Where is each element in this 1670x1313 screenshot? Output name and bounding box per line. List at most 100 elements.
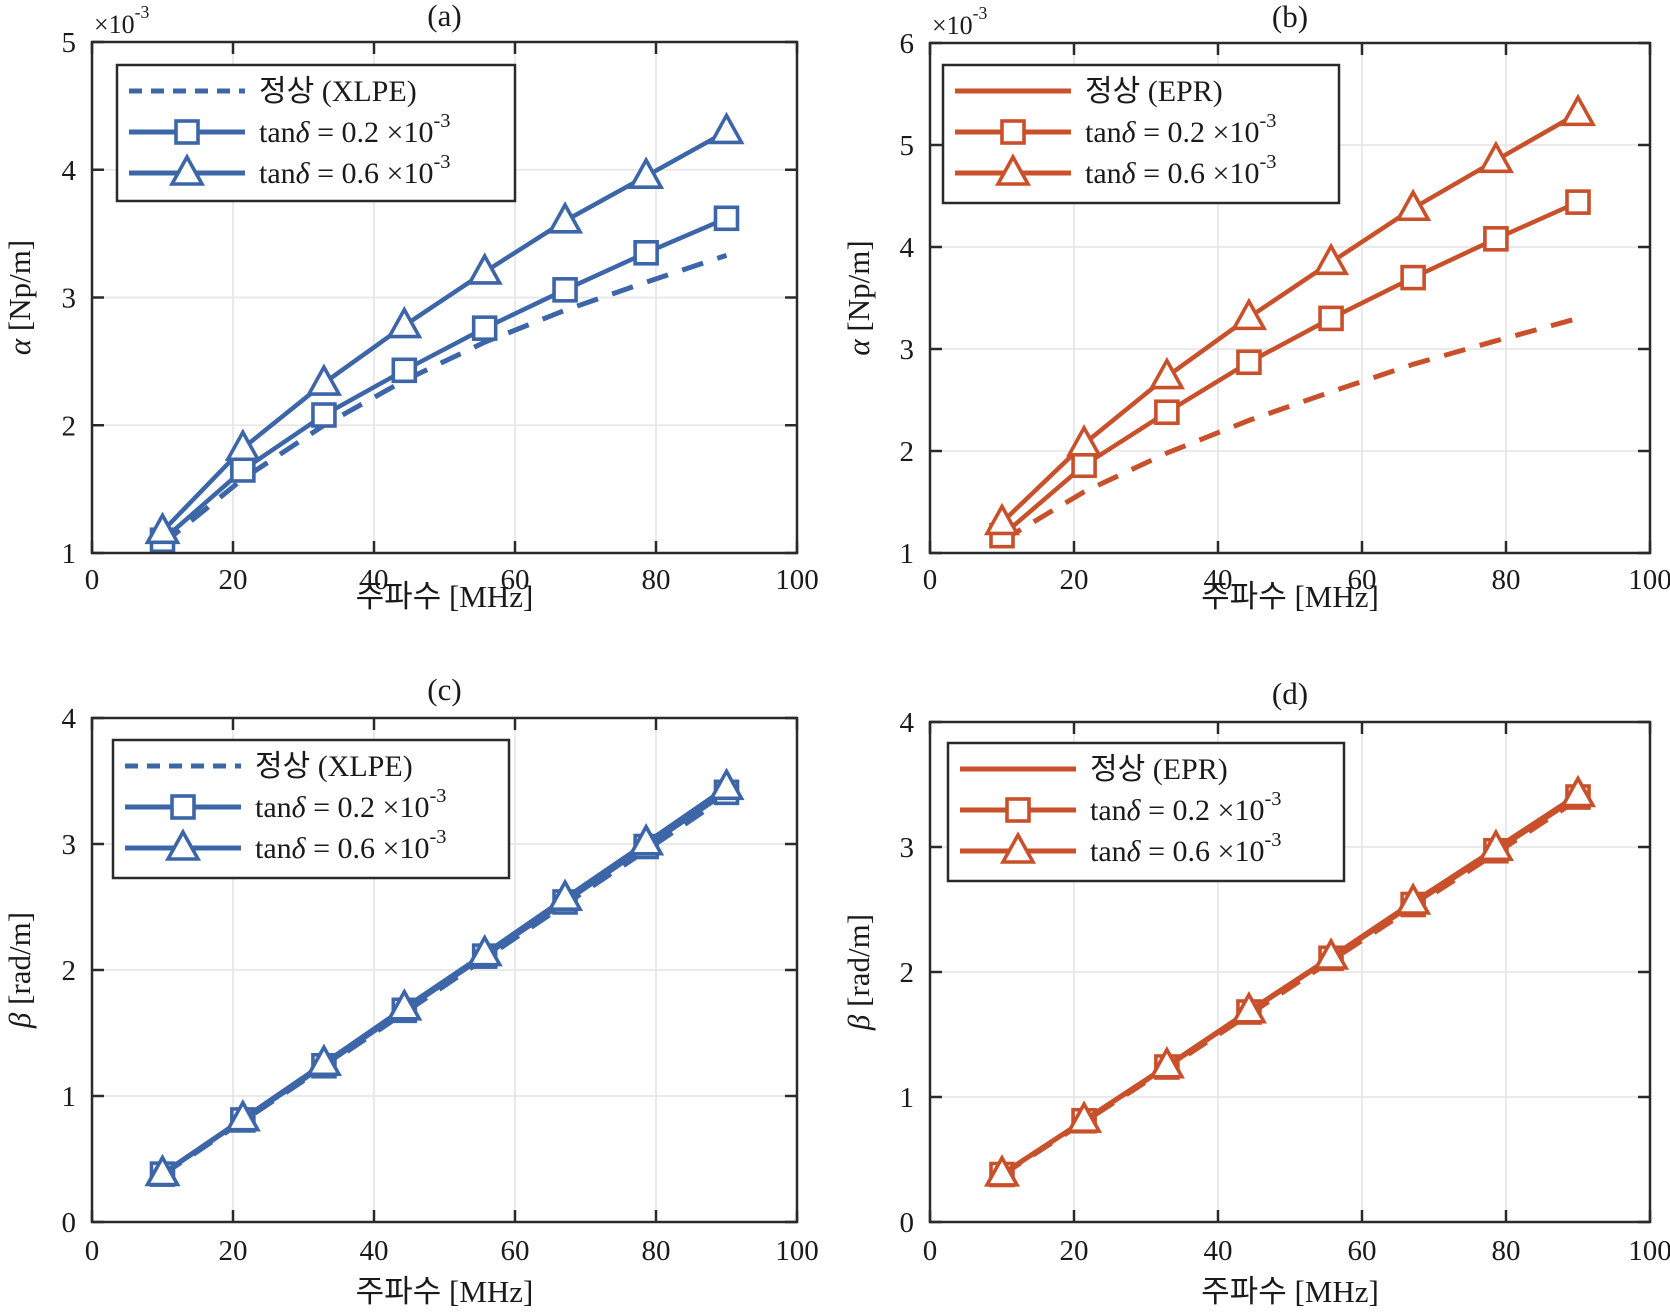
marker-triangle xyxy=(628,156,665,189)
marker-square xyxy=(552,277,578,303)
marker-square xyxy=(170,794,196,820)
marker-triangle xyxy=(466,252,503,285)
marker-triangle xyxy=(144,1153,181,1187)
marker-triangle xyxy=(1395,882,1432,915)
marker-triangle xyxy=(1230,297,1268,331)
marker-square xyxy=(1000,119,1026,145)
marker-triangle xyxy=(224,1098,261,1132)
y-tick-label: 3 xyxy=(62,829,77,861)
marker-square xyxy=(1005,797,1031,823)
chart-a-title: (a) xyxy=(427,0,461,33)
legend-label: 정상 (EPR) xyxy=(1090,753,1228,786)
chart-a: 0 20 40 60 80 100 1 2 3 4 5 (a) 주파수 [MHz] α [Np/m] ×10… xyxy=(2,0,819,614)
chart-d-xtick-labels: 0 20 40 60 80 100 xyxy=(923,1235,1670,1267)
y-tick-label: 1 xyxy=(62,538,77,570)
chart-d-title: (d) xyxy=(1272,676,1308,711)
chart-c-ytick-labels: 0 1 2 3 4 xyxy=(62,703,77,1239)
x-tick-label: 0 xyxy=(85,564,100,596)
chart-b-frame xyxy=(928,41,1652,555)
y-tick-label: 3 xyxy=(900,832,915,864)
marker-square xyxy=(471,315,498,341)
legend-label: tanδ = 0.2 ×10-3 xyxy=(1085,110,1276,149)
marker-triangle xyxy=(994,153,1032,186)
marker-square xyxy=(713,205,740,232)
x-tick-label: 20 xyxy=(1060,1235,1089,1267)
x-tick-label: 20 xyxy=(219,1235,248,1267)
chart-b: 0 20 40 60 80 100 1 2 3 4 5 6 (b) 주파수 [MHz] α [Np/m] ×1… xyxy=(841,0,1670,614)
marker-triangle xyxy=(144,511,181,545)
y-tick-label: 2 xyxy=(62,955,77,987)
marker-square xyxy=(391,357,418,384)
marker-square xyxy=(1318,305,1344,332)
marker-triangle xyxy=(1066,1100,1103,1133)
chart-a-series-tand-0.6e-3 xyxy=(144,111,745,545)
marker-square xyxy=(311,402,337,428)
chart-c-ticks xyxy=(90,716,799,1224)
chart-a-ytick-labels: 1 2 3 4 5 xyxy=(62,27,77,570)
marker-square xyxy=(1400,264,1426,291)
y-tick-label: 4 xyxy=(900,232,915,264)
x-tick-label: 20 xyxy=(1060,564,1089,596)
marker-triangle xyxy=(168,153,206,186)
marker-square xyxy=(1154,399,1180,426)
y-tick-label: 4 xyxy=(62,703,77,735)
marker-triangle xyxy=(708,111,745,145)
chart-d-series-tand-0.6e-3 xyxy=(983,774,1597,1187)
chart-b-series-normal-epr xyxy=(1000,315,1579,543)
x-tick-label: 60 xyxy=(1348,1235,1377,1267)
chart-b-series xyxy=(983,93,1597,549)
y-tick-label: 1 xyxy=(62,1081,77,1113)
y-tick-label: 2 xyxy=(900,957,915,989)
legend-label: tanδ = 0.6 ×10-3 xyxy=(1085,151,1276,190)
marker-square xyxy=(1565,189,1591,215)
x-tick-label: 60 xyxy=(501,564,530,596)
y-tick-label: 5 xyxy=(900,130,915,162)
marker-triangle xyxy=(466,933,503,967)
marker-triangle xyxy=(1066,424,1103,457)
legend-label: 정상 (XLPE) xyxy=(255,750,413,783)
y-tick-label: 3 xyxy=(900,334,915,366)
chart-a-ticks xyxy=(90,40,799,555)
chart-b-xlabel: 주파수 [MHz] xyxy=(1201,579,1379,614)
x-tick-label: 0 xyxy=(85,1235,100,1267)
chart-b-y-offset-label: ×10-3 xyxy=(932,3,988,40)
legend-label: tanδ = 0.6 ×10-3 xyxy=(255,826,446,865)
marker-square xyxy=(1483,226,1509,252)
marker-triangle xyxy=(305,363,343,396)
x-tick-label: 0 xyxy=(923,564,938,596)
chart-a-series-tand-0.2e-3 xyxy=(149,205,740,554)
y-tick-label: 1 xyxy=(900,1082,915,1114)
marker-square xyxy=(230,457,256,483)
chart-d: 0 20 40 60 80 100 0 1 2 3 4 (d) 주파수 [MHz] β [rad/m] 정상… xyxy=(841,676,1670,1309)
x-tick-label: 100 xyxy=(775,564,819,596)
chart-a-series xyxy=(144,111,745,554)
x-tick-label: 80 xyxy=(642,1235,671,1267)
legend-label: tanδ = 0.2 ×10-3 xyxy=(1090,788,1281,827)
y-tick-label: 5 xyxy=(62,27,77,59)
y-tick-label: 4 xyxy=(900,707,915,739)
marker-triangle xyxy=(1148,356,1185,390)
x-tick-label: 0 xyxy=(923,1235,938,1267)
marker-triangle xyxy=(1148,1046,1185,1079)
x-tick-label: 60 xyxy=(501,1235,530,1267)
y-tick-label: 2 xyxy=(900,436,915,468)
x-tick-label: 40 xyxy=(360,1235,389,1267)
x-tick-label: 80 xyxy=(1492,564,1521,596)
chart-b-ticks xyxy=(928,41,1652,555)
legend-label: tanδ = 0.6 ×10-3 xyxy=(259,151,450,190)
legend-label: 정상 (XLPE) xyxy=(259,75,417,108)
legend-label: tanδ = 0.2 ×10-3 xyxy=(259,110,450,149)
y-tick-label: 1 xyxy=(900,538,915,570)
marker-triangle xyxy=(1477,140,1514,174)
marker-triangle xyxy=(983,502,1021,536)
marker-square xyxy=(174,119,200,145)
marker-square xyxy=(633,239,659,266)
marker-triangle xyxy=(546,201,584,234)
chart-d-series xyxy=(983,774,1597,1188)
x-tick-label: 20 xyxy=(219,564,248,596)
marker-triangle xyxy=(1230,991,1268,1024)
x-tick-label: 60 xyxy=(1348,564,1377,596)
